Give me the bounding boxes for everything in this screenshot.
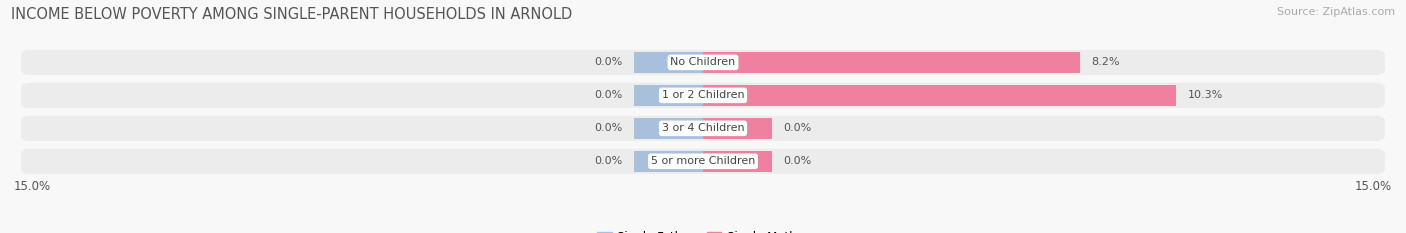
Bar: [703, 118, 772, 139]
Text: 0.0%: 0.0%: [595, 57, 623, 67]
Bar: [703, 85, 1175, 106]
Text: 15.0%: 15.0%: [1355, 180, 1392, 193]
Text: 3 or 4 Children: 3 or 4 Children: [662, 123, 744, 133]
Bar: [634, 52, 703, 73]
FancyBboxPatch shape: [21, 149, 1385, 174]
Text: 0.0%: 0.0%: [595, 90, 623, 100]
Text: 15.0%: 15.0%: [14, 180, 51, 193]
Text: 1 or 2 Children: 1 or 2 Children: [662, 90, 744, 100]
FancyBboxPatch shape: [21, 83, 1385, 108]
Text: 0.0%: 0.0%: [783, 123, 811, 133]
Text: 5 or more Children: 5 or more Children: [651, 156, 755, 166]
Text: No Children: No Children: [671, 57, 735, 67]
Text: 0.0%: 0.0%: [595, 123, 623, 133]
FancyBboxPatch shape: [21, 50, 1385, 75]
Text: 0.0%: 0.0%: [595, 156, 623, 166]
Bar: [703, 151, 772, 171]
Bar: [703, 52, 1080, 73]
Text: INCOME BELOW POVERTY AMONG SINGLE-PARENT HOUSEHOLDS IN ARNOLD: INCOME BELOW POVERTY AMONG SINGLE-PARENT…: [11, 7, 572, 22]
Text: 0.0%: 0.0%: [783, 156, 811, 166]
Bar: [634, 85, 703, 106]
Bar: [634, 118, 703, 139]
Text: Source: ZipAtlas.com: Source: ZipAtlas.com: [1277, 7, 1395, 17]
Text: 10.3%: 10.3%: [1188, 90, 1223, 100]
Bar: [634, 151, 703, 171]
FancyBboxPatch shape: [21, 116, 1385, 141]
Legend: Single Father, Single Mother: Single Father, Single Mother: [593, 226, 813, 233]
Text: 8.2%: 8.2%: [1091, 57, 1119, 67]
